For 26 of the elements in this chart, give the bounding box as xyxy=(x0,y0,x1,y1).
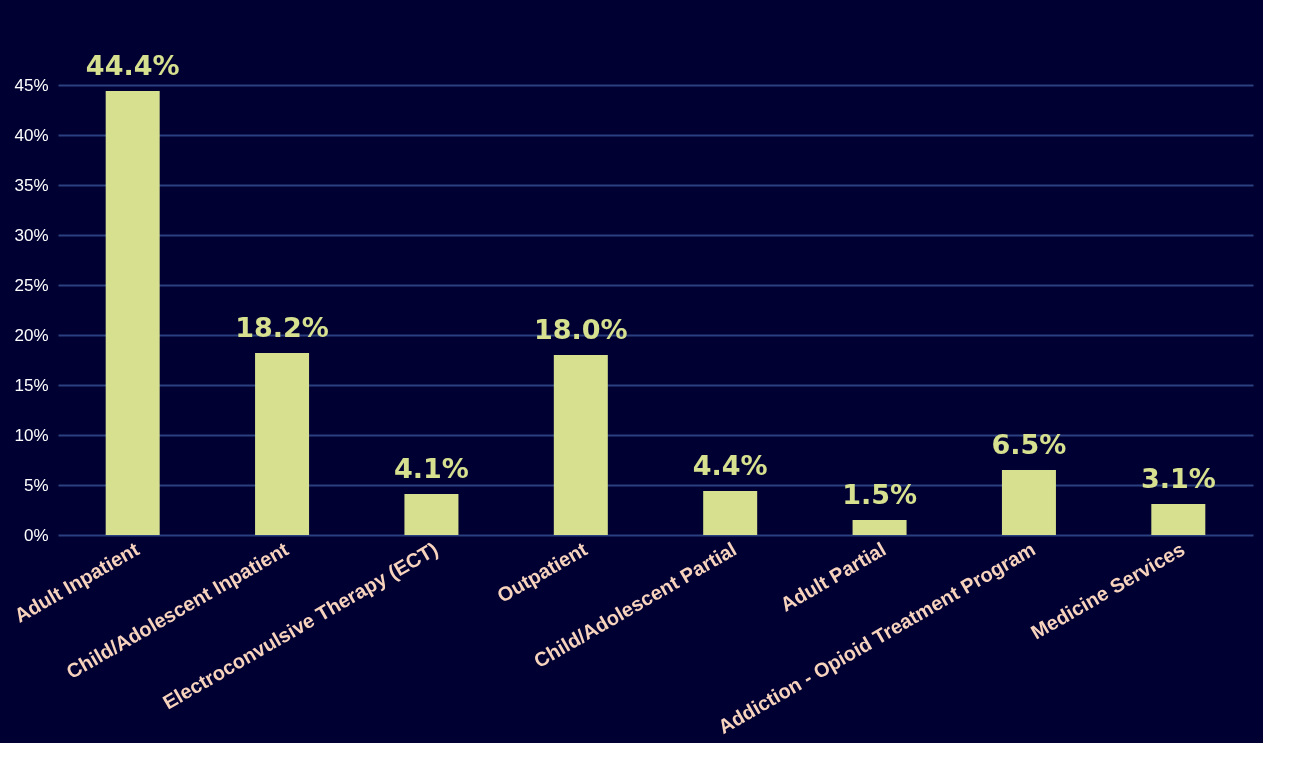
data-label: 18.0% xyxy=(533,314,628,345)
y-tick-label: 45% xyxy=(14,75,49,95)
data-label: 4.4% xyxy=(692,450,768,481)
data-label: 4.1% xyxy=(393,453,469,484)
data-label: 44.4% xyxy=(85,50,180,81)
y-tick-label: 40% xyxy=(14,125,49,145)
bar xyxy=(1151,504,1206,535)
bar xyxy=(404,494,459,535)
y-tick-label: 10% xyxy=(14,425,49,445)
y-tick-label: 15% xyxy=(14,375,49,395)
data-label: 3.1% xyxy=(1140,463,1216,494)
bar xyxy=(1001,470,1056,535)
y-tick-label: 5% xyxy=(23,475,49,495)
y-tick-label: 0% xyxy=(23,525,49,545)
y-tick-label: 35% xyxy=(14,175,49,195)
bar xyxy=(852,520,907,535)
bar xyxy=(105,91,160,535)
data-label: 1.5% xyxy=(842,479,918,510)
data-label: 6.5% xyxy=(991,429,1067,460)
bar xyxy=(255,353,310,535)
data-label: 18.2% xyxy=(235,312,329,343)
y-tick-label: 20% xyxy=(14,325,49,345)
y-tick-label: 30% xyxy=(14,225,49,245)
y-tick-label: 25% xyxy=(14,275,49,295)
bar xyxy=(703,491,758,535)
bar xyxy=(553,355,608,535)
